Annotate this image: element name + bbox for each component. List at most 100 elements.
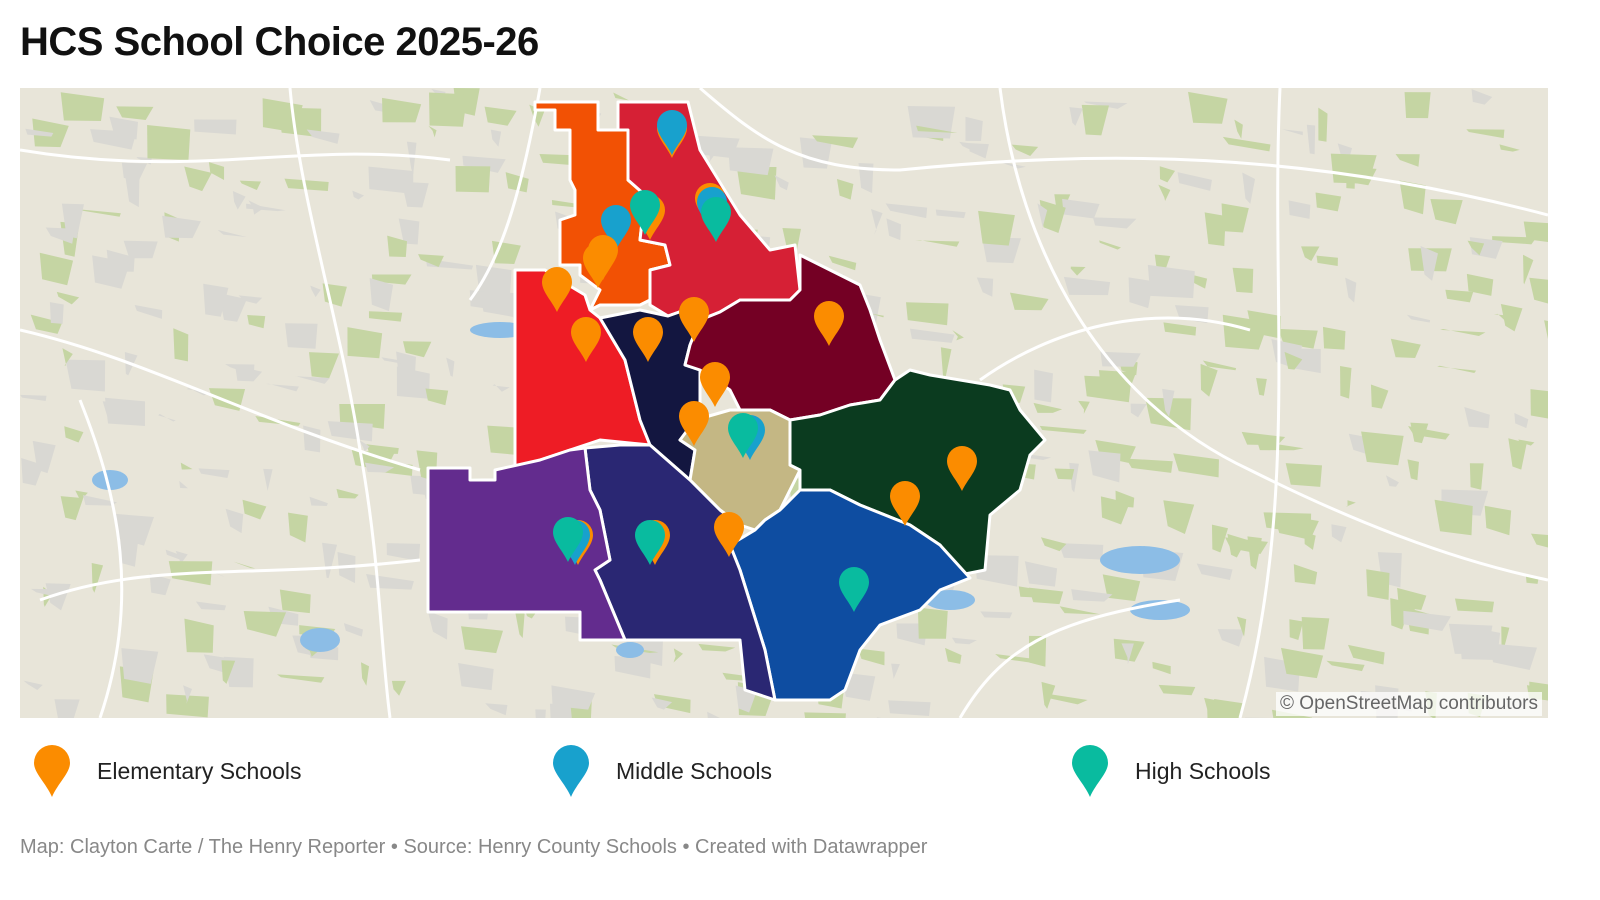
- elementary-school-marker[interactable]: [588, 235, 618, 280]
- land-patch: [1152, 661, 1171, 675]
- elementary-school-marker[interactable]: [679, 297, 709, 342]
- land-patch: [1434, 499, 1473, 536]
- land-patch: [158, 413, 176, 422]
- land-patch: [1163, 322, 1197, 336]
- land-patch: [1158, 184, 1171, 201]
- road: [998, 88, 1548, 582]
- land-patch: [194, 119, 237, 135]
- high-school-marker[interactable]: [630, 190, 660, 235]
- land-patch: [1340, 365, 1352, 399]
- land-patch: [1054, 468, 1075, 480]
- middle-school-marker[interactable]: [657, 110, 687, 155]
- land-patch: [1523, 254, 1534, 285]
- district-area[interactable]: [598, 308, 702, 482]
- map-attribution[interactable]: © OpenStreetMap contributors: [1276, 692, 1542, 716]
- high-school-marker[interactable]: [635, 520, 665, 565]
- map-canvas[interactable]: [20, 88, 1548, 718]
- land-patch: [1466, 129, 1505, 139]
- land-patch: [1009, 292, 1049, 311]
- elementary-school-marker[interactable]: [679, 401, 709, 446]
- lake: [616, 642, 644, 658]
- land-patch: [1221, 203, 1249, 233]
- land-patch: [102, 401, 127, 423]
- land-patch: [343, 623, 363, 637]
- land-patch: [366, 444, 399, 454]
- map-pin-icon: [553, 745, 589, 797]
- land-patch: [39, 252, 74, 286]
- land-patch: [1407, 459, 1419, 481]
- land-patch: [1084, 375, 1132, 403]
- high-school-marker[interactable]: [701, 197, 731, 242]
- land-patch: [1037, 203, 1048, 230]
- land-patch: [1318, 107, 1328, 142]
- middle-school-marker[interactable]: [601, 205, 631, 250]
- elementary-school-marker[interactable]: [700, 362, 730, 407]
- land-patch: [916, 125, 959, 134]
- land-patch: [352, 190, 365, 200]
- land-patch: [1326, 660, 1365, 672]
- land-patch: [1034, 369, 1053, 403]
- land-patch: [285, 323, 318, 349]
- land-patch: [1273, 513, 1319, 540]
- land-patch: [1039, 199, 1066, 234]
- land-patch: [347, 327, 383, 359]
- land-patch: [238, 295, 263, 304]
- high-school-marker[interactable]: [839, 567, 869, 612]
- land-patch: [1011, 144, 1039, 156]
- land-patch: [425, 388, 449, 406]
- land-patch: [1280, 647, 1324, 679]
- land-patch: [857, 648, 885, 666]
- land-patch: [1234, 119, 1243, 139]
- land-patch: [147, 124, 191, 161]
- land-patch: [1039, 425, 1087, 434]
- high-school-marker[interactable]: [553, 517, 583, 562]
- land-patch: [327, 421, 373, 442]
- land-patch: [915, 240, 960, 247]
- district-area[interactable]: [426, 446, 627, 642]
- land-patch: [1071, 589, 1113, 602]
- land-patch: [1466, 273, 1494, 296]
- land-patch: [54, 699, 80, 718]
- land-patch: [1092, 217, 1137, 229]
- land-patch: [1084, 101, 1128, 109]
- land-patch: [162, 215, 201, 239]
- elementary-school-marker[interactable]: [947, 446, 977, 491]
- road: [468, 88, 542, 301]
- land-patch: [402, 341, 432, 358]
- land-patch: [514, 610, 525, 639]
- land-patch: [1385, 475, 1399, 487]
- land-patch: [1163, 500, 1195, 534]
- elementary-school-marker[interactable]: [890, 481, 920, 526]
- land-patch: [1069, 107, 1083, 126]
- land-patch: [288, 512, 308, 543]
- land-patch: [969, 143, 989, 159]
- land-patch: [277, 674, 325, 683]
- land-patch: [225, 508, 244, 534]
- land-patch: [1315, 192, 1342, 212]
- land-patch: [1420, 246, 1438, 281]
- land-patch: [653, 694, 691, 714]
- land-patch: [1492, 236, 1537, 245]
- land-patch: [1241, 431, 1286, 446]
- high-school-marker[interactable]: [728, 413, 758, 458]
- elementary-school-marker[interactable]: [542, 267, 572, 312]
- land-patch: [279, 589, 311, 614]
- land-patch: [1200, 363, 1218, 397]
- land-patch: [1361, 431, 1404, 466]
- land-patch: [1404, 92, 1431, 119]
- land-patch: [1523, 221, 1548, 242]
- legend-label: High Schools: [1135, 757, 1271, 784]
- elementary-school-marker[interactable]: [714, 512, 744, 557]
- legend: Elementary Schools Middle Schools High S…: [0, 745, 1600, 805]
- elementary-school-marker[interactable]: [633, 317, 663, 362]
- road: [958, 598, 1181, 718]
- elementary-school-marker[interactable]: [814, 301, 844, 346]
- land-patch: [462, 155, 506, 173]
- land-patch: [1454, 598, 1495, 613]
- land-patch: [1247, 536, 1262, 570]
- elementary-school-marker[interactable]: [571, 317, 601, 362]
- land-patch: [418, 254, 444, 268]
- road: [979, 316, 1251, 382]
- map[interactable]: © OpenStreetMap contributors: [20, 88, 1548, 718]
- land-patch: [888, 700, 931, 716]
